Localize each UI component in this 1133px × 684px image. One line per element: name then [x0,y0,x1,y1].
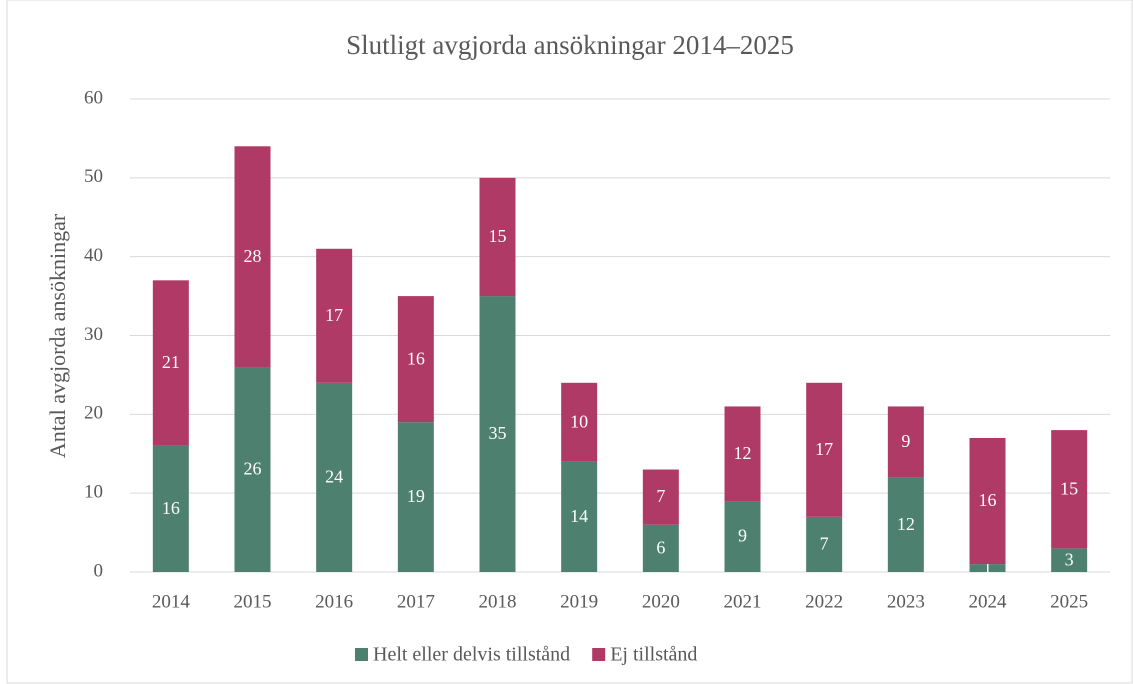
bar-segment [479,177,516,297]
y-tick-label: 40 [84,245,103,266]
data-label: 7 [656,486,665,506]
bar-segment [724,501,761,572]
y-axis-label: Antal avgjorda ansökningar [45,213,70,458]
y-tick-label: 20 [84,403,103,424]
bar-segment [316,248,353,383]
bar-segment [642,524,679,572]
legend-swatch [592,648,606,661]
bar-segment [234,367,271,572]
y-tick-label: 0 [94,560,104,581]
bar-segment [642,469,679,525]
x-tick-label: 2018 [479,591,517,612]
bar-segment [887,406,924,478]
x-tick-label: 2016 [315,591,353,612]
data-label: 12 [734,443,752,463]
data-label: 16 [979,490,997,510]
x-tick-label: 2021 [724,591,762,612]
bar-segment [561,461,598,572]
y-tick-label: 50 [84,166,103,187]
bar-segment [1051,548,1088,572]
legend-label: Ej tillstånd [610,644,697,666]
bar-segment [969,564,1006,572]
data-label: 15 [489,226,507,246]
bar-segment [397,422,434,572]
y-tick-label: 60 [84,87,103,108]
legend-swatch [355,648,368,661]
y-tick-label: 10 [84,482,103,503]
x-tick-label: 2022 [805,591,843,612]
x-tick-label: 2015 [234,591,272,612]
bar-segment [887,477,924,572]
x-tick-label: 2014 [152,591,191,612]
data-label: 28 [244,246,262,266]
bar-segment [152,445,189,572]
bar-segment [1051,430,1088,549]
x-tick-label: 2020 [642,591,680,612]
bar-segment [969,437,1006,565]
bar-segment [479,296,516,572]
x-tick-label: 2024 [969,591,1008,612]
data-label: 6 [656,537,665,557]
data-label: 1 [983,557,992,577]
data-label: 17 [815,439,833,459]
bar-segment [397,296,434,423]
x-tick-label: 2017 [397,591,435,612]
data-label: 16 [162,498,180,518]
data-label: 9 [901,431,910,451]
chart-title: Slutligt avgjorda ansökningar 2014–2025 [346,30,794,60]
bar-segment [806,382,843,517]
data-label: 12 [897,514,915,534]
x-tick-label: 2019 [560,591,598,612]
bar-segment [316,382,353,572]
data-label: 17 [325,305,343,325]
bar-segment [724,406,761,502]
data-label: 24 [325,467,343,487]
bar-segment [152,280,189,446]
data-label: 7 [820,534,829,554]
x-tick-label: 2023 [887,591,925,612]
bar-segment [234,146,271,368]
data-label: 14 [570,506,588,526]
data-label: 15 [1060,478,1078,498]
data-label: 3 [1065,549,1074,569]
legend-label: Helt eller delvis tillstånd [373,644,570,666]
y-tick-label: 30 [84,324,103,345]
bar-segment [561,382,598,462]
data-label: 9 [738,526,747,546]
bar-segment [806,516,843,572]
data-label: 26 [244,459,262,479]
data-label: 35 [489,423,507,443]
x-tick-label: 2025 [1050,591,1088,612]
data-label: 10 [570,411,588,431]
data-label: 19 [407,486,425,506]
data-label: 21 [162,352,180,372]
data-label: 16 [407,348,425,368]
